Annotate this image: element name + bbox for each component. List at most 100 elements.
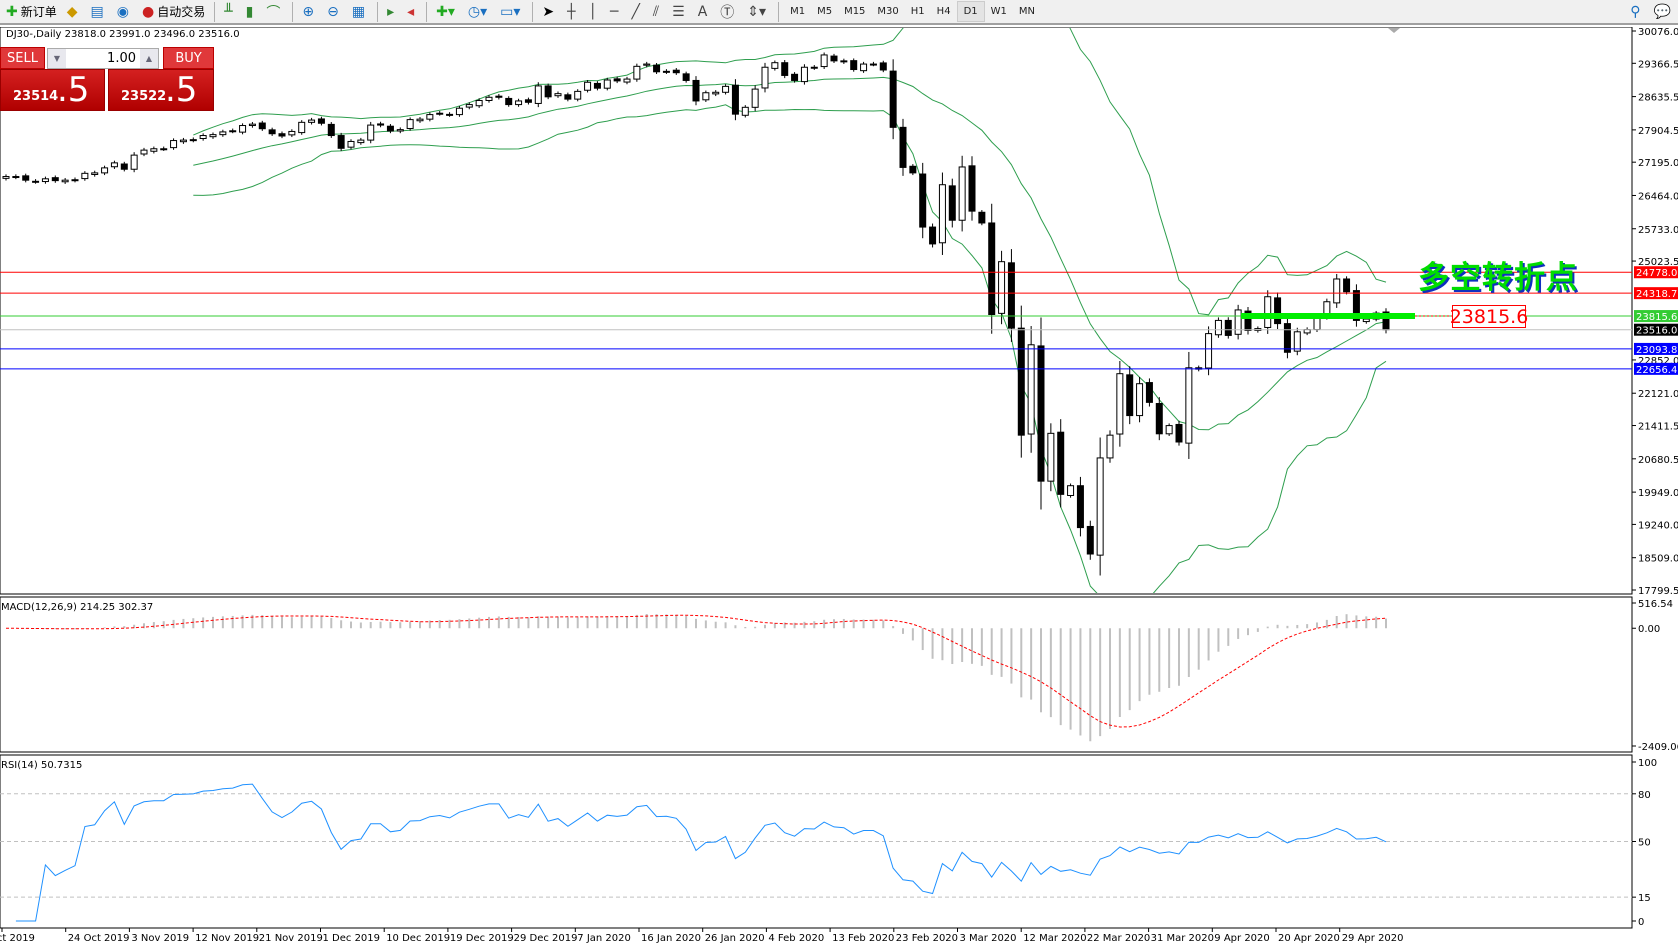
price-tick-label: 18509.0 <box>1638 554 1678 565</box>
bid-pip: .5 <box>57 70 90 110</box>
horizontal-line-button[interactable]: ─ <box>606 1 625 22</box>
cursor-button[interactable]: ➤ <box>538 1 561 22</box>
timeframe-m30[interactable]: M30 <box>877 6 899 17</box>
templates-button[interactable]: ▭▾ <box>496 1 527 22</box>
navigator-button[interactable]: ▤ <box>87 1 111 22</box>
candle-body <box>958 166 966 221</box>
increase-lot-button[interactable]: ▲ <box>140 49 158 68</box>
market-watch-button[interactable]: ◆ <box>63 1 85 22</box>
candle-body <box>298 121 306 134</box>
zoom-out-button[interactable]: ⊖ <box>323 1 346 22</box>
candle-body <box>731 84 739 115</box>
candle-body <box>1067 485 1075 496</box>
one-click-trading-panel: SELL ▼ ▲ BUY 23514 .5 23522 .5 <box>0 47 214 111</box>
chat-icon: 💬 <box>1653 3 1671 20</box>
candle-body <box>1086 525 1094 555</box>
candle-body <box>2 176 10 179</box>
candle-body <box>653 64 661 73</box>
line-chart-icon: ⌒ <box>266 4 281 21</box>
navigator-icon: ▤ <box>90 3 104 20</box>
candle-body <box>1126 374 1134 417</box>
candle-body <box>682 73 690 81</box>
price-tick-label: 30076.0 <box>1638 27 1678 38</box>
candle-body <box>268 129 276 135</box>
candle-body <box>1343 278 1351 293</box>
signals-icon: ◉ <box>116 3 129 20</box>
price-tick-label: 19240.0 <box>1638 520 1678 531</box>
search-icon: ⚲ <box>1630 3 1641 20</box>
search-button[interactable]: ⚲ <box>1626 1 1647 22</box>
timeframe-m15[interactable]: M15 <box>844 6 866 17</box>
annotation-text[interactable]: 多空转折点 <box>1418 260 1578 296</box>
candlestick-button[interactable]: ▮ <box>242 1 261 22</box>
timeframe-w1[interactable]: W1 <box>990 6 1007 17</box>
candle-body <box>603 79 611 89</box>
time-tick-label: 23 Feb 2020 <box>896 933 958 944</box>
fibonacci-button[interactable]: ☰ <box>668 1 692 22</box>
vertical-line-icon: │ <box>588 3 598 20</box>
equidistant-channel-button[interactable]: ⫽ <box>649 1 666 22</box>
timeframe-h4[interactable]: H4 <box>936 6 951 17</box>
timeframe-mn[interactable]: MN <box>1018 6 1035 17</box>
level-price-label[interactable]: 23815.6 <box>1449 305 1529 328</box>
buy-price-button[interactable]: 23522 .5 <box>108 69 214 111</box>
price-chart[interactable]: 30076.0 29366.5 28635.5 27904.5 27195.0 26464… <box>0 27 1678 947</box>
candle-body <box>574 90 582 100</box>
vertical-line-button[interactable]: │ <box>585 1 604 22</box>
timeframe-m1[interactable]: M1 <box>790 6 806 17</box>
periods-button[interactable]: ◷▾ <box>464 1 494 22</box>
bar-chart-icon: ╨ <box>224 3 233 20</box>
price-tick-label: 20680.5 <box>1638 455 1678 466</box>
candle-body <box>81 172 89 180</box>
level-price-tag <box>1634 287 1678 300</box>
auto-trading-button[interactable]: ● 自动交易 <box>138 1 209 22</box>
candle-body <box>722 85 730 93</box>
timeframe-bar: M1 M5 M15 M30 H1 H4 D1 W1 MN <box>784 1 1041 22</box>
candle-body <box>209 134 217 138</box>
candle-body <box>1106 434 1114 459</box>
candle-body <box>1027 344 1035 435</box>
trendline-button[interactable]: ╱ <box>627 1 646 22</box>
candle-body <box>22 175 30 181</box>
zoom-in-button[interactable]: ⊕ <box>298 1 321 22</box>
bar-chart-button[interactable]: ╨ <box>220 1 239 22</box>
candle-body <box>51 177 59 182</box>
candle-body <box>327 123 335 137</box>
sell-price-button[interactable]: 23514 .5 <box>0 69 105 111</box>
new-order-button[interactable]: ✚ 新订单 <box>2 1 61 22</box>
timeframe-m5[interactable]: M5 <box>817 6 833 17</box>
timeframe-h1[interactable]: H1 <box>910 6 925 17</box>
indicators-button[interactable]: ✚▾ <box>432 1 462 22</box>
timeframe-d1[interactable]: D1 <box>956 1 985 22</box>
text-label-button[interactable]: Ⓣ <box>716 1 741 22</box>
candle-body <box>1244 310 1252 331</box>
rsi-tick-label: 15 <box>1638 893 1651 904</box>
autoscroll-button[interactable]: ▸ <box>383 1 401 22</box>
candle-body <box>170 140 178 149</box>
candle-body <box>1362 318 1370 323</box>
signals-button[interactable]: ◉ <box>113 1 136 22</box>
arrows-button[interactable]: ⇕▾ <box>743 1 773 22</box>
candle-body <box>948 185 956 221</box>
candle-body <box>465 104 473 108</box>
crosshair-button[interactable]: ┼ <box>563 1 582 22</box>
candle-body <box>1175 423 1183 443</box>
candle-body <box>1214 319 1222 336</box>
time-tick-label: 4 Feb 2020 <box>768 933 824 944</box>
chart-shift-button[interactable]: ◂ <box>403 1 421 22</box>
chat-button[interactable]: 💬 <box>1650 1 1678 22</box>
line-chart-button[interactable]: ⌒ <box>262 1 287 22</box>
decrease-lot-button[interactable]: ▼ <box>48 49 66 68</box>
candle-body <box>1185 367 1193 444</box>
price-tick-label: 25733.0 <box>1638 225 1678 236</box>
chart-shift-marker[interactable] <box>1388 28 1400 33</box>
tile-windows-button[interactable]: ▦ <box>348 1 372 22</box>
tile-windows-icon: ▦ <box>351 3 366 20</box>
candle-body <box>337 135 345 149</box>
buy-button[interactable]: BUY <box>163 47 214 69</box>
candle-body <box>860 63 868 72</box>
sell-button[interactable]: SELL <box>0 47 45 69</box>
lot-size-input[interactable] <box>66 51 140 66</box>
candle-body <box>978 211 986 224</box>
text-button[interactable]: A <box>694 1 715 22</box>
